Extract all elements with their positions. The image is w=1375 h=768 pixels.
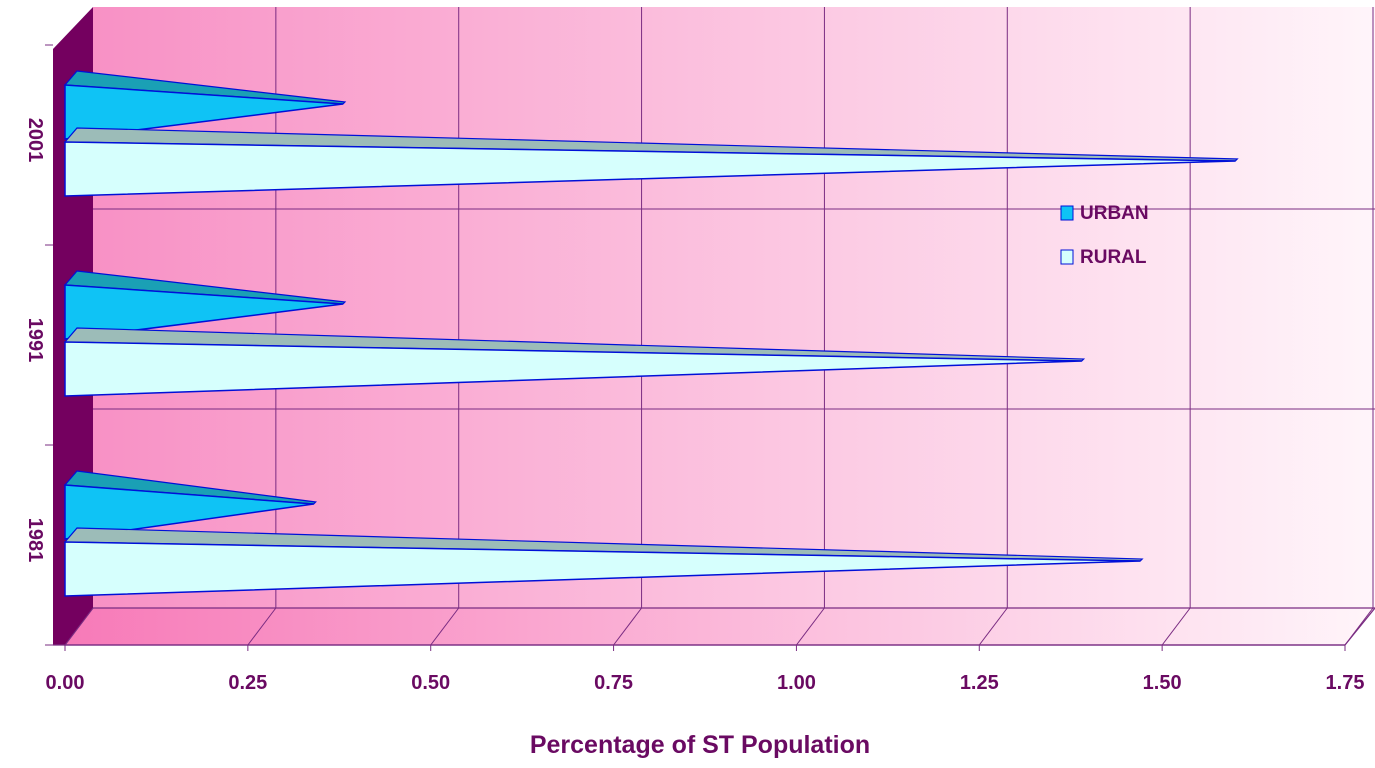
bar-rural-2001 (64, 141, 1236, 197)
x-tick-label: 0.25 (228, 672, 267, 694)
x-floor-gridline (247, 607, 277, 646)
legend-swatch-urban (1060, 205, 1074, 221)
bar-rural-1981 (64, 541, 1141, 597)
x-tick-label: 1.25 (960, 672, 999, 694)
x-tick-label: 1.75 (1326, 672, 1365, 694)
x-tick-label: 0.75 (594, 672, 633, 694)
category-label: 1981 (24, 518, 46, 563)
x-tick-label: 0.50 (411, 672, 450, 694)
category-label: 1991 (24, 318, 46, 363)
legend-label-urban: URBAN (1080, 203, 1149, 224)
x-axis-title: Percentage of ST Population (530, 731, 870, 759)
x-floor-gridline (64, 607, 94, 646)
x-floor-gridline (978, 607, 1008, 646)
legend-label-rural: RURAL (1080, 247, 1147, 268)
x-tick-label: 0.00 (46, 672, 85, 694)
x-floor-gridline (1344, 607, 1374, 646)
x-tick-label: 1.00 (777, 672, 816, 694)
x-floor-gridline (430, 607, 460, 646)
legend-swatch-rural (1060, 249, 1074, 265)
bar-urban-1981 (64, 484, 314, 540)
category-label: 2001 (24, 118, 46, 163)
x-tick-label: 1.50 (1143, 672, 1182, 694)
legend: URBAN RURAL (1060, 203, 1149, 268)
x-floor-gridline (1161, 607, 1191, 646)
bar-rural-1991 (64, 341, 1082, 397)
bar-urban-2001 (64, 84, 344, 140)
x-floor-gridline (613, 607, 642, 646)
x-floor-gridline (796, 607, 825, 646)
bar-urban-1991 (64, 284, 344, 340)
